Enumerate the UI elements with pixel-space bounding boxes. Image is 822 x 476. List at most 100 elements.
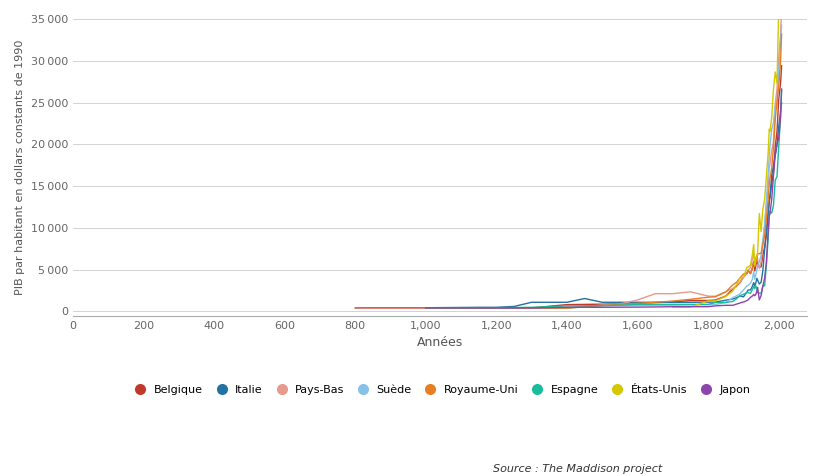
États-Unis: [732, 282, 741, 288]
Suède: [633, 303, 643, 308]
Suède: [750, 272, 760, 278]
Belgique: [704, 298, 713, 303]
Italie: [765, 195, 775, 200]
Belgique: [770, 144, 780, 149]
Italie: [473, 305, 483, 310]
Japon: [750, 291, 760, 297]
Italie: [777, 100, 787, 106]
Japon: [764, 213, 774, 219]
Belgique: [756, 264, 766, 270]
Line: Japon: Japon: [426, 89, 782, 308]
États-Unis: [704, 298, 713, 304]
Italie: [728, 296, 738, 302]
Italie: [668, 299, 678, 305]
Royaume-Uni: [743, 268, 753, 273]
Line: Belgique: Belgique: [355, 66, 782, 308]
Pays-Bas: [721, 289, 731, 295]
Japon: [753, 285, 763, 290]
États-Unis: [752, 253, 762, 259]
Espagne: [492, 305, 501, 310]
États-Unis: [765, 129, 775, 134]
Suède: [735, 291, 745, 297]
Royaume-Uni: [761, 216, 771, 221]
États-Unis: [750, 263, 760, 268]
Italie: [710, 299, 720, 305]
Japon: [728, 302, 738, 308]
Espagne: [755, 290, 764, 296]
Pays-Bas: [758, 242, 768, 248]
Italie: [704, 299, 713, 305]
Suède: [742, 283, 752, 288]
États-Unis: [668, 304, 678, 310]
Espagne: [743, 290, 753, 296]
Pays-Bas: [756, 258, 766, 264]
Espagne: [668, 301, 678, 307]
Espagne: [760, 283, 769, 288]
Belgique: [749, 260, 759, 266]
Japon: [769, 173, 778, 179]
Belgique: [728, 286, 738, 292]
Espagne: [742, 290, 752, 296]
Japon: [770, 152, 780, 158]
Espagne: [735, 293, 745, 298]
Belgique: [633, 300, 643, 306]
Suède: [746, 280, 755, 286]
Japon: [747, 293, 757, 299]
Italie: [746, 287, 755, 293]
Royaume-Uni: [456, 305, 466, 311]
Japon: [520, 305, 529, 311]
Espagne: [650, 301, 660, 307]
États-Unis: [755, 211, 764, 217]
Italie: [760, 247, 769, 252]
Italie: [742, 289, 752, 295]
Pays-Bas: [774, 54, 783, 60]
Espagne: [738, 291, 748, 297]
États-Unis: [686, 304, 695, 310]
Belgique: [747, 266, 757, 271]
Pays-Bas: [456, 305, 466, 311]
Royaume-Uni: [753, 251, 763, 257]
Espagne: [746, 290, 755, 296]
Pays-Bas: [769, 139, 778, 145]
Pays-Bas: [749, 251, 759, 257]
Pays-Bas: [743, 267, 753, 273]
Japon: [756, 293, 766, 298]
Suède: [752, 267, 762, 273]
Pays-Bas: [728, 286, 738, 291]
Japon: [772, 141, 782, 147]
Pays-Bas: [704, 293, 713, 299]
Pays-Bas: [764, 181, 774, 187]
Italie: [721, 298, 731, 303]
Pays-Bas: [710, 293, 720, 299]
États-Unis: [753, 250, 763, 256]
Espagne: [758, 283, 768, 288]
Suède: [770, 102, 780, 108]
Belgique: [710, 297, 720, 303]
Belgique: [735, 280, 745, 286]
Espagne: [686, 301, 695, 307]
Japon: [742, 298, 752, 303]
Royaume-Uni: [777, 31, 787, 37]
Belgique: [764, 199, 774, 205]
Italie: [758, 268, 768, 273]
Royaume-Uni: [769, 145, 778, 150]
Italie: [732, 295, 741, 301]
Royaume-Uni: [750, 260, 760, 266]
Royaume-Uni: [704, 294, 713, 300]
Text: Source : The Maddison project: Source : The Maddison project: [493, 464, 663, 474]
Pays-Bas: [732, 283, 741, 288]
Belgique: [750, 268, 760, 274]
Espagne: [421, 305, 431, 310]
Italie: [492, 305, 501, 310]
Line: Espagne: Espagne: [426, 90, 782, 307]
Suède: [721, 299, 731, 305]
Suède: [421, 305, 431, 311]
Belgique: [758, 252, 768, 258]
Japon: [421, 305, 431, 311]
Belgique: [760, 244, 769, 250]
Suède: [728, 295, 738, 300]
Japon: [704, 304, 713, 309]
Pays-Bas: [750, 259, 760, 265]
Belgique: [753, 260, 763, 266]
Japon: [761, 259, 771, 265]
